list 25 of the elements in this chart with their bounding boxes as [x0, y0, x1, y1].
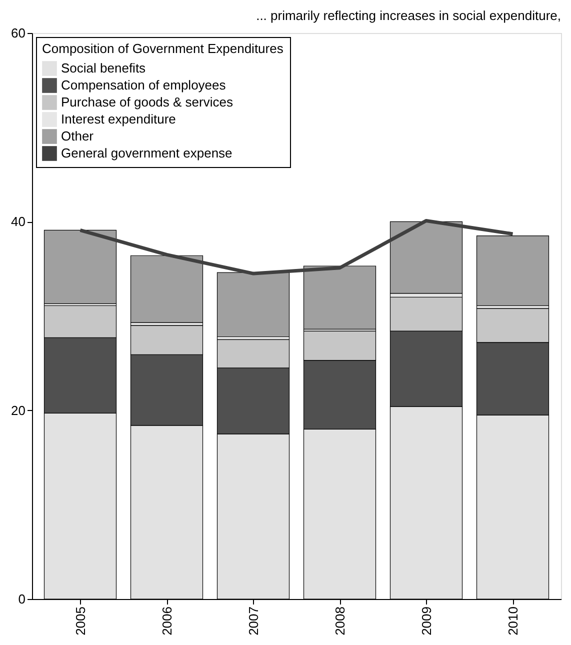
bar: [303, 266, 376, 330]
y-tick-label: 20: [11, 402, 26, 418]
bar: [476, 236, 550, 306]
legend-label: Other: [61, 128, 94, 144]
bar: [390, 221, 463, 294]
bar: [216, 272, 290, 338]
legend-label: General government expense: [61, 146, 232, 160]
x-tick-label: 2005: [72, 606, 88, 636]
bar: [130, 255, 204, 323]
legend-label: Compensation of employees: [61, 78, 226, 92]
y-tick-label: 40: [11, 214, 26, 230]
y-tick-label: 0: [18, 592, 26, 606]
x-tick-label: 2008: [332, 606, 348, 636]
line-series: [78, 218, 514, 276]
legend-title: Composition of Government Expenditures: [42, 41, 284, 56]
x-tick-label: 2007: [246, 606, 261, 636]
y-tick-label: 60: [11, 26, 26, 40]
legend-label: Purchase of goods & services: [61, 94, 234, 110]
legend-label: Interest expenditure: [61, 112, 176, 126]
x-tick-label: 2006: [159, 606, 174, 636]
bar: [44, 230, 117, 304]
x-tick-label: 2010: [505, 606, 520, 636]
chart-title: ... primarily reflecting increases in social expenditure,: [256, 8, 561, 23]
legend-label: Social benefits: [61, 60, 146, 76]
x-tick-label: 2009: [418, 606, 434, 636]
